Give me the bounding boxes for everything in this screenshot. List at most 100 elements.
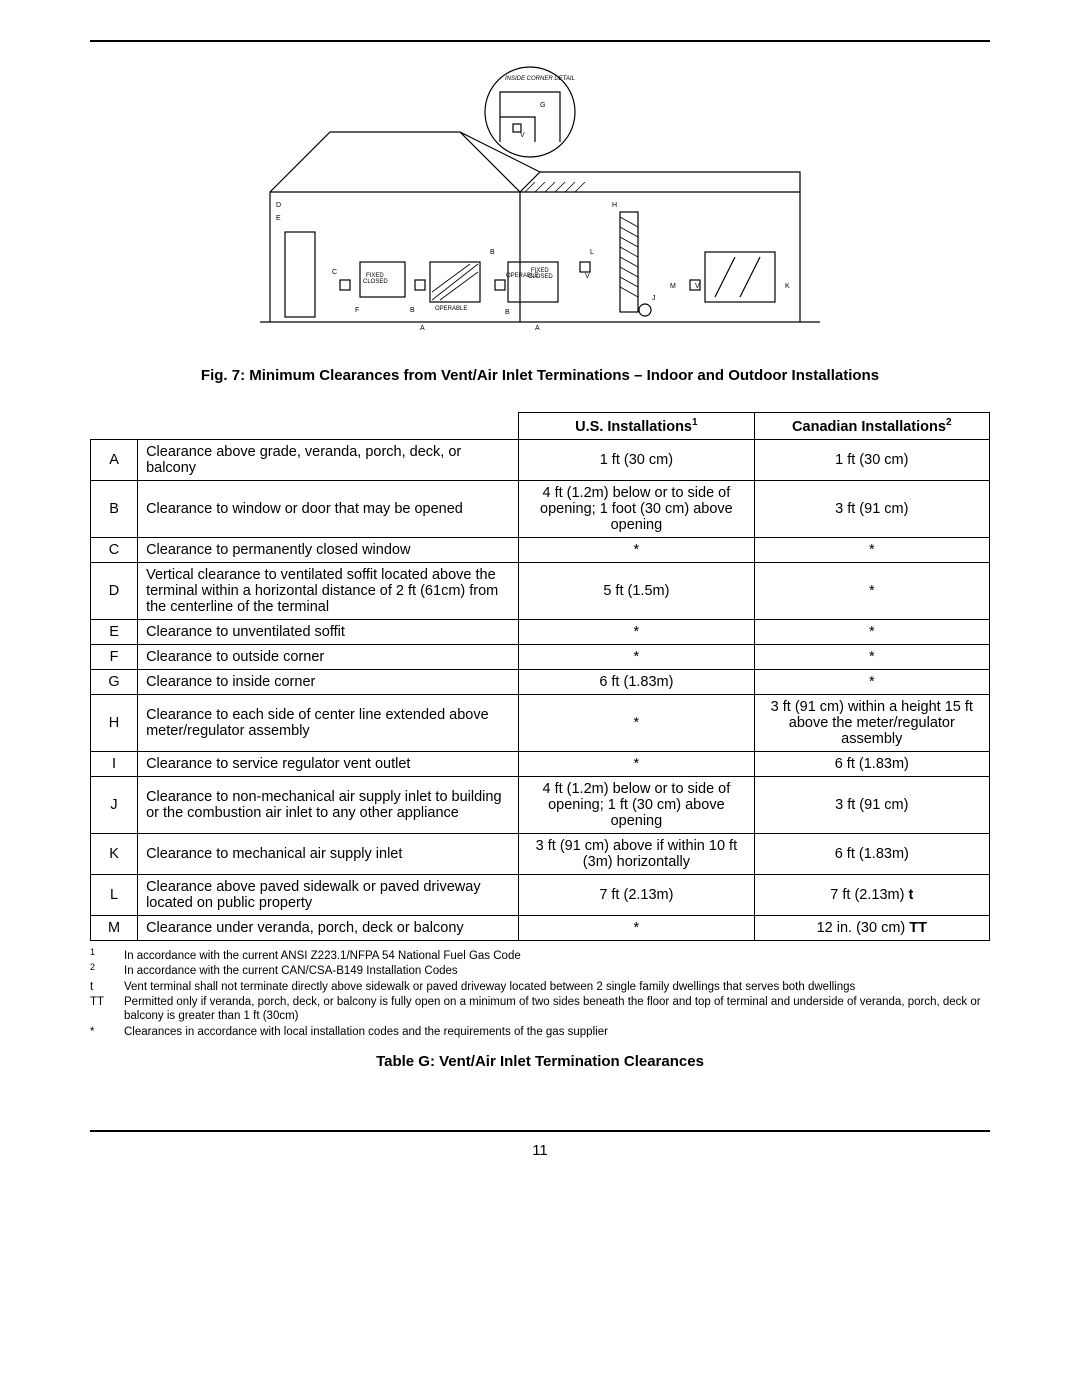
row-description: Clearance above grade, veranda, porch, d…: [138, 439, 519, 480]
row-ca-value: 3 ft (91 cm) within a height 15 ft above…: [754, 694, 989, 751]
row-letter: D: [91, 562, 138, 619]
row-us-value: *: [519, 644, 754, 669]
svg-text:V: V: [520, 132, 525, 139]
footnote-key: *: [90, 1025, 124, 1039]
detail-label: INSIDE CORNER DETAIL: [505, 76, 575, 82]
row-us-value: *: [519, 537, 754, 562]
row-description: Vertical clearance to ventilated soffit …: [138, 562, 519, 619]
row-letter: I: [91, 751, 138, 776]
row-ca-value: 3 ft (91 cm): [754, 776, 989, 833]
row-letter: C: [91, 537, 138, 562]
row-ca-value: *: [754, 562, 989, 619]
row-letter: G: [91, 669, 138, 694]
row-ca-value: 6 ft (1.83m): [754, 833, 989, 874]
row-description: Clearance to service regulator vent outl…: [138, 751, 519, 776]
table-row: GClearance to inside corner6 ft (1.83m)*: [91, 669, 990, 694]
row-us-value: 1 ft (30 cm): [519, 439, 754, 480]
row-description: Clearance above paved sidewalk or paved …: [138, 874, 519, 915]
footnote-key: t: [90, 980, 124, 994]
row-us-value: 5 ft (1.5m): [519, 562, 754, 619]
row-ca-value: *: [754, 669, 989, 694]
svg-text:CLOSED: CLOSED: [363, 279, 388, 285]
top-rule: [90, 40, 990, 42]
footnote-row: 1In accordance with the current ANSI Z22…: [90, 949, 990, 963]
footnote-key: TT: [90, 995, 124, 1024]
svg-text:OPERABLE: OPERABLE: [506, 273, 538, 279]
row-letter: B: [91, 480, 138, 537]
row-us-value: 7 ft (2.13m): [519, 874, 754, 915]
row-us-value: *: [519, 751, 754, 776]
svg-text:A: A: [535, 325, 540, 332]
table-row: DVertical clearance to ventilated soffit…: [91, 562, 990, 619]
row-ca-value: 1 ft (30 cm): [754, 439, 989, 480]
svg-text:F: F: [355, 307, 359, 314]
row-letter: H: [91, 694, 138, 751]
page-number: 11: [90, 1142, 990, 1159]
table-row: LClearance above paved sidewalk or paved…: [91, 874, 990, 915]
row-us-value: 4 ft (1.2m) below or to side of opening;…: [519, 480, 754, 537]
table-row: CClearance to permanently closed window*…: [91, 537, 990, 562]
row-ca-value: 3 ft (91 cm): [754, 480, 989, 537]
row-description: Clearance to unventilated soffit: [138, 619, 519, 644]
svg-text:H: H: [612, 202, 617, 209]
ca-header: Canadian Installations2: [754, 413, 989, 440]
table-row: KClearance to mechanical air supply inle…: [91, 833, 990, 874]
row-ca-value: 12 in. (30 cm) TT: [754, 915, 989, 940]
footnote-row: TTPermitted only if veranda, porch, deck…: [90, 995, 990, 1024]
row-us-value: 4 ft (1.2m) below or to side of opening;…: [519, 776, 754, 833]
row-ca-value: 7 ft (2.13m) t: [754, 874, 989, 915]
svg-text:B: B: [410, 307, 415, 314]
table-header-row: U.S. Installations1 Canadian Installatio…: [91, 413, 990, 440]
footnote-text: Clearances in accordance with local inst…: [124, 1025, 990, 1039]
table-row: HClearance to each side of center line e…: [91, 694, 990, 751]
clearance-diagram: INSIDE CORNER DETAIL FIXEDCLOSED FIXEDCL…: [240, 62, 840, 342]
blank-header: [91, 413, 519, 440]
svg-text:E: E: [276, 215, 281, 222]
footnote-text: In accordance with the current ANSI Z223…: [124, 949, 990, 963]
table-row: AClearance above grade, veranda, porch, …: [91, 439, 990, 480]
clearances-table: U.S. Installations1 Canadian Installatio…: [90, 412, 990, 941]
row-letter: K: [91, 833, 138, 874]
row-description: Clearance to permanently closed window: [138, 537, 519, 562]
row-us-value: *: [519, 694, 754, 751]
row-us-value: *: [519, 619, 754, 644]
svg-text:A: A: [420, 325, 425, 332]
row-letter: E: [91, 619, 138, 644]
row-description: Clearance under veranda, porch, deck or …: [138, 915, 519, 940]
row-description: Clearance to each side of center line ex…: [138, 694, 519, 751]
footnote-key: 1: [90, 947, 124, 961]
footnotes: 1In accordance with the current ANSI Z22…: [90, 949, 990, 1039]
row-ca-value: *: [754, 644, 989, 669]
footnote-key: 2: [90, 962, 124, 976]
table-row: IClearance to service regulator vent out…: [91, 751, 990, 776]
row-ca-value: *: [754, 619, 989, 644]
row-description: Clearance to mechanical air supply inlet: [138, 833, 519, 874]
row-description: Clearance to outside corner: [138, 644, 519, 669]
footnote-text: Permitted only if veranda, porch, deck, …: [124, 995, 990, 1024]
row-letter: J: [91, 776, 138, 833]
svg-text:D: D: [276, 202, 281, 209]
table-row: EClearance to unventilated soffit**: [91, 619, 990, 644]
svg-text:B: B: [490, 249, 495, 256]
footnote-row: tVent terminal shall not terminate direc…: [90, 980, 990, 994]
table-row: BClearance to window or door that may be…: [91, 480, 990, 537]
footnote-text: Vent terminal shall not terminate direct…: [124, 980, 990, 994]
row-description: Clearance to inside corner: [138, 669, 519, 694]
svg-text:V: V: [585, 273, 590, 280]
us-header: U.S. Installations1: [519, 413, 754, 440]
table-row: MClearance under veranda, porch, deck or…: [91, 915, 990, 940]
table-caption: Table G: Vent/Air Inlet Termination Clea…: [90, 1053, 990, 1070]
svg-text:B: B: [505, 309, 510, 316]
svg-text:OPERABLE: OPERABLE: [435, 306, 467, 312]
row-letter: F: [91, 644, 138, 669]
row-description: Clearance to non-mechanical air supply i…: [138, 776, 519, 833]
row-us-value: 3 ft (91 cm) above if within 10 ft (3m) …: [519, 833, 754, 874]
row-description: Clearance to window or door that may be …: [138, 480, 519, 537]
bottom-rule: [90, 1130, 990, 1132]
table-row: JClearance to non-mechanical air supply …: [91, 776, 990, 833]
row-letter: L: [91, 874, 138, 915]
svg-text:J: J: [652, 295, 656, 302]
footnote-row: *Clearances in accordance with local ins…: [90, 1025, 990, 1039]
row-letter: A: [91, 439, 138, 480]
row-us-value: *: [519, 915, 754, 940]
